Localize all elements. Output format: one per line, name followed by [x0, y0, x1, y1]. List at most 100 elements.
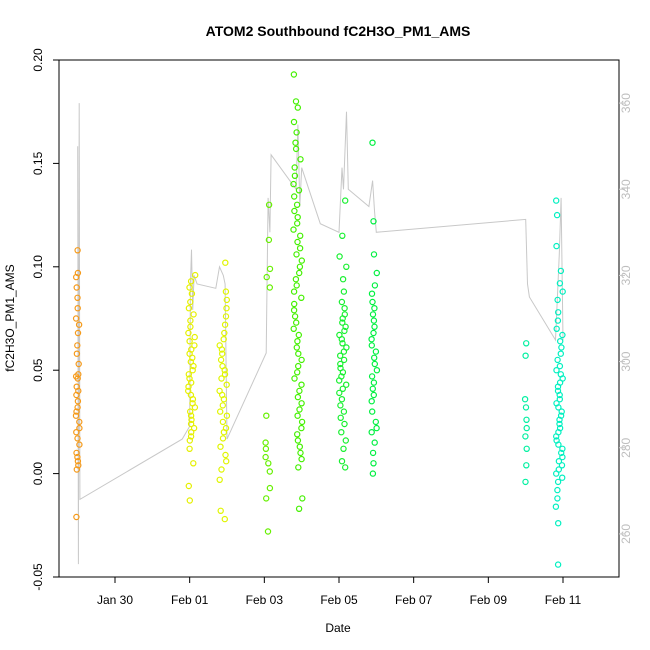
data-point	[373, 269, 380, 277]
data-point	[373, 424, 380, 432]
data-point	[264, 528, 272, 535]
data-point	[338, 396, 346, 403]
data-point	[292, 139, 299, 146]
data-point	[369, 408, 376, 415]
data-point	[290, 71, 298, 78]
data-point	[73, 429, 80, 436]
data-point	[219, 418, 227, 426]
data-point	[553, 197, 560, 204]
data-point	[372, 418, 379, 426]
data-point	[191, 271, 199, 279]
data-point	[342, 197, 349, 204]
data-point	[554, 478, 562, 486]
series-2	[216, 259, 231, 523]
data-point	[292, 145, 300, 153]
data-point	[74, 435, 81, 442]
data-point	[74, 329, 82, 337]
data-point	[553, 470, 560, 477]
data-point	[265, 460, 272, 467]
data-point	[340, 348, 348, 355]
data-point	[338, 429, 345, 436]
data-point	[73, 284, 80, 291]
data-point	[368, 342, 375, 349]
data-point	[293, 282, 300, 289]
data-point	[557, 350, 565, 357]
data-point	[191, 342, 198, 349]
data-point	[556, 416, 563, 423]
data-point	[555, 441, 562, 448]
data-point	[340, 288, 348, 295]
data-point	[553, 367, 560, 374]
secondary-y-axis: 260 280 300 320 340 360	[619, 93, 633, 544]
data-point	[295, 331, 302, 339]
data-point	[221, 321, 229, 328]
data-point	[266, 265, 274, 273]
x-tick-label: Feb 05	[320, 593, 358, 607]
y2-tick-label: 280	[619, 437, 633, 457]
data-point	[559, 474, 566, 481]
y-axis: -0.05 0.00 0.05 0.10 0.15 0.20	[31, 48, 59, 591]
data-point	[523, 416, 530, 423]
y2-tick-label: 320	[619, 265, 633, 285]
y-tick-label: 0.15	[31, 151, 45, 175]
data-point	[296, 263, 304, 270]
data-point	[557, 267, 565, 275]
data-point	[555, 404, 562, 411]
data-point	[294, 238, 301, 246]
data-point	[338, 336, 345, 343]
data-point	[186, 445, 193, 452]
data-point	[337, 360, 344, 368]
data-point	[221, 329, 228, 337]
series-3	[262, 201, 274, 535]
data-point	[290, 180, 297, 188]
series-5	[336, 197, 350, 471]
data-point	[297, 156, 304, 163]
data-point	[291, 375, 298, 382]
data-point	[190, 424, 198, 432]
data-point	[185, 329, 192, 337]
data-point	[559, 445, 566, 452]
data-point	[73, 391, 80, 399]
data-point	[373, 367, 381, 374]
x-tick-label: Feb 07	[395, 593, 433, 607]
data-point	[290, 226, 297, 233]
data-point	[265, 236, 273, 244]
data-point	[298, 381, 305, 388]
data-point	[75, 360, 82, 368]
data-point	[266, 484, 274, 492]
data-point	[370, 460, 377, 467]
data-point	[297, 449, 304, 457]
data-point	[263, 495, 270, 502]
data-point	[338, 458, 346, 465]
data-point	[294, 412, 301, 419]
data-point	[343, 381, 350, 388]
data-point	[76, 424, 83, 432]
data-point	[370, 317, 378, 324]
series-6	[368, 139, 381, 477]
data-point	[338, 298, 346, 306]
data-point	[74, 398, 82, 405]
data-point	[371, 282, 379, 289]
data-point	[74, 404, 81, 411]
data-point	[295, 464, 302, 471]
data-point	[296, 269, 303, 277]
data-point	[554, 486, 561, 494]
data-point	[221, 367, 228, 374]
data-point	[559, 331, 566, 339]
y-tick-label: -0.05	[31, 563, 45, 591]
data-point	[299, 495, 306, 502]
data-point	[336, 389, 343, 397]
data-point	[368, 373, 376, 380]
data-point	[187, 278, 195, 285]
data-point	[341, 420, 348, 428]
data-point	[220, 336, 227, 343]
data-point	[339, 276, 347, 283]
data-point	[190, 362, 197, 370]
data-point	[556, 362, 564, 370]
data-point	[186, 497, 193, 504]
data-point	[265, 201, 273, 208]
data-point	[370, 379, 378, 386]
data-point	[556, 396, 564, 403]
data-point	[521, 396, 529, 403]
